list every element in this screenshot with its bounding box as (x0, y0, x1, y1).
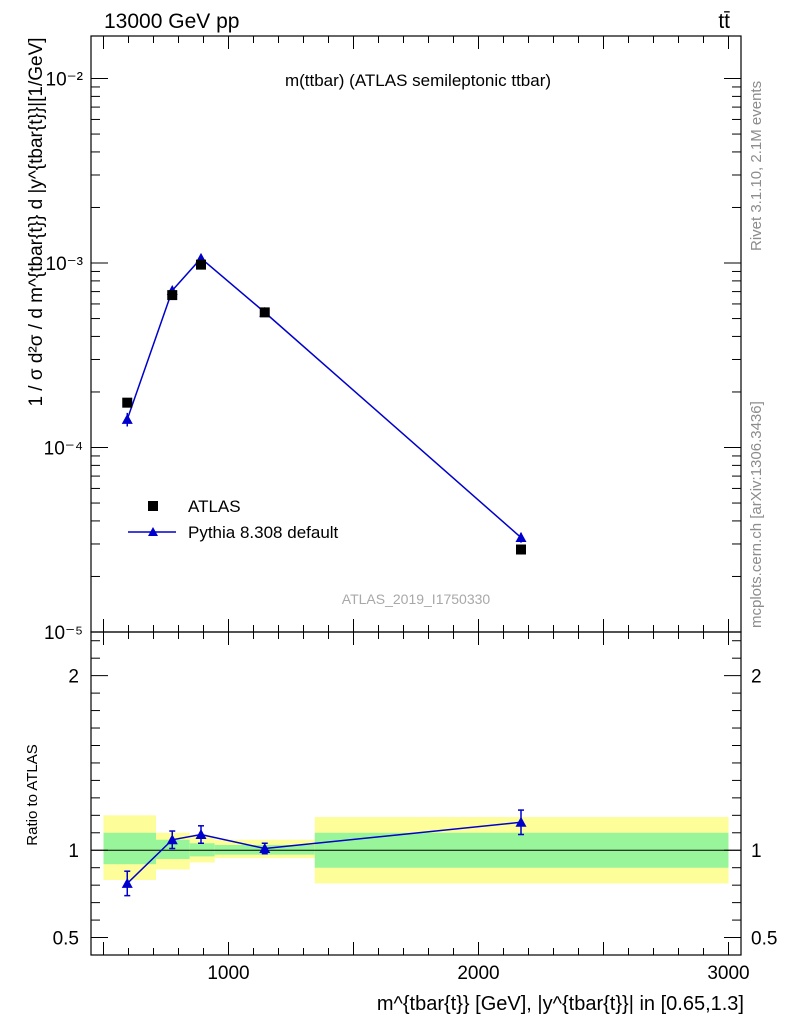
main-y-tick-label: 10⁻⁵ (44, 623, 83, 644)
main-y-tick-label: 10⁻³ (46, 254, 84, 275)
ratio-data-point (195, 829, 207, 840)
main-y-tick-label: 10⁻² (46, 70, 84, 91)
legend-pythia-label: Pythia 8.308 default (188, 523, 339, 542)
ratio-y-tick-label-left: 1 (68, 841, 79, 862)
atlas-data-point (516, 544, 526, 555)
ratio-y-tick-label-right: 0.5 (751, 929, 777, 950)
legend-pythia-marker (148, 527, 158, 536)
atlas-data-point (196, 259, 206, 270)
pythia-data-point (515, 532, 527, 543)
ratio-data-point (166, 834, 178, 845)
ratio-y-tick-label-right: 2 (751, 667, 762, 688)
legend-atlas-label: ATLAS (188, 497, 241, 516)
ratio-inner-band-1 (156, 839, 190, 859)
ratio-panel-frame (90, 631, 742, 956)
ratio-panel-marks (121, 809, 527, 897)
analysis-id-watermark: ATLAS_2019_I1750330 (342, 591, 491, 607)
atlas-data-point (259, 307, 270, 318)
mcplots-credit-label: mcplots.cern.ch [arXiv:1306.3436] (748, 401, 765, 628)
atlas-data-point (122, 397, 133, 408)
rivet-version-label: Rivet 3.1.10, 2.1M events (748, 81, 765, 251)
main-chart-title: m(ttbar) (ATLAS semileptonic ttbar) (285, 71, 551, 90)
main-y-axis-label: 1 / σ d²σ / d m^{tbar{t}} d |y^{tbar{t}}… (26, 37, 47, 406)
x-tick-label: 1000 (207, 963, 249, 984)
main-y-tick-label: 10⁻⁴ (44, 439, 83, 460)
ratio-data-point (121, 877, 133, 888)
x-axis-label: m^{tbar{t}} [GeV], |y^{tbar{t}}| in [0.6… (377, 993, 744, 1015)
x-tick-label: 2000 (457, 963, 499, 984)
ratio-y-tick-label-right: 1 (751, 841, 762, 862)
legend: ATLAS Pythia 8.308 default (128, 497, 339, 542)
ratio-data-point (259, 842, 271, 853)
atlas-data-point (167, 290, 178, 301)
pythia-series-line (126, 257, 522, 539)
legend-atlas-marker (148, 501, 158, 511)
ratio-data-point (515, 816, 527, 827)
ratio-y-tick-label-left: 2 (68, 667, 79, 688)
ratio-panel-bands (103, 815, 729, 884)
main-panel-marks (121, 252, 527, 555)
ratio-y-axis-label: Ratio to ATLAS (24, 744, 41, 845)
x-tick-label: 3000 (707, 963, 749, 984)
main-panel-axes: 10⁻⁵ 10⁻⁴ 10⁻³ 10⁻² (44, 35, 742, 644)
ratio-inner-band-0 (103, 832, 156, 865)
ratio-y-tick-label-left: 0.5 (53, 929, 79, 950)
pythia-data-point (121, 413, 133, 424)
energy-label: 13000 GeV pp (104, 10, 239, 33)
process-label: tt̄ (718, 10, 730, 33)
main-panel-frame (90, 35, 742, 633)
